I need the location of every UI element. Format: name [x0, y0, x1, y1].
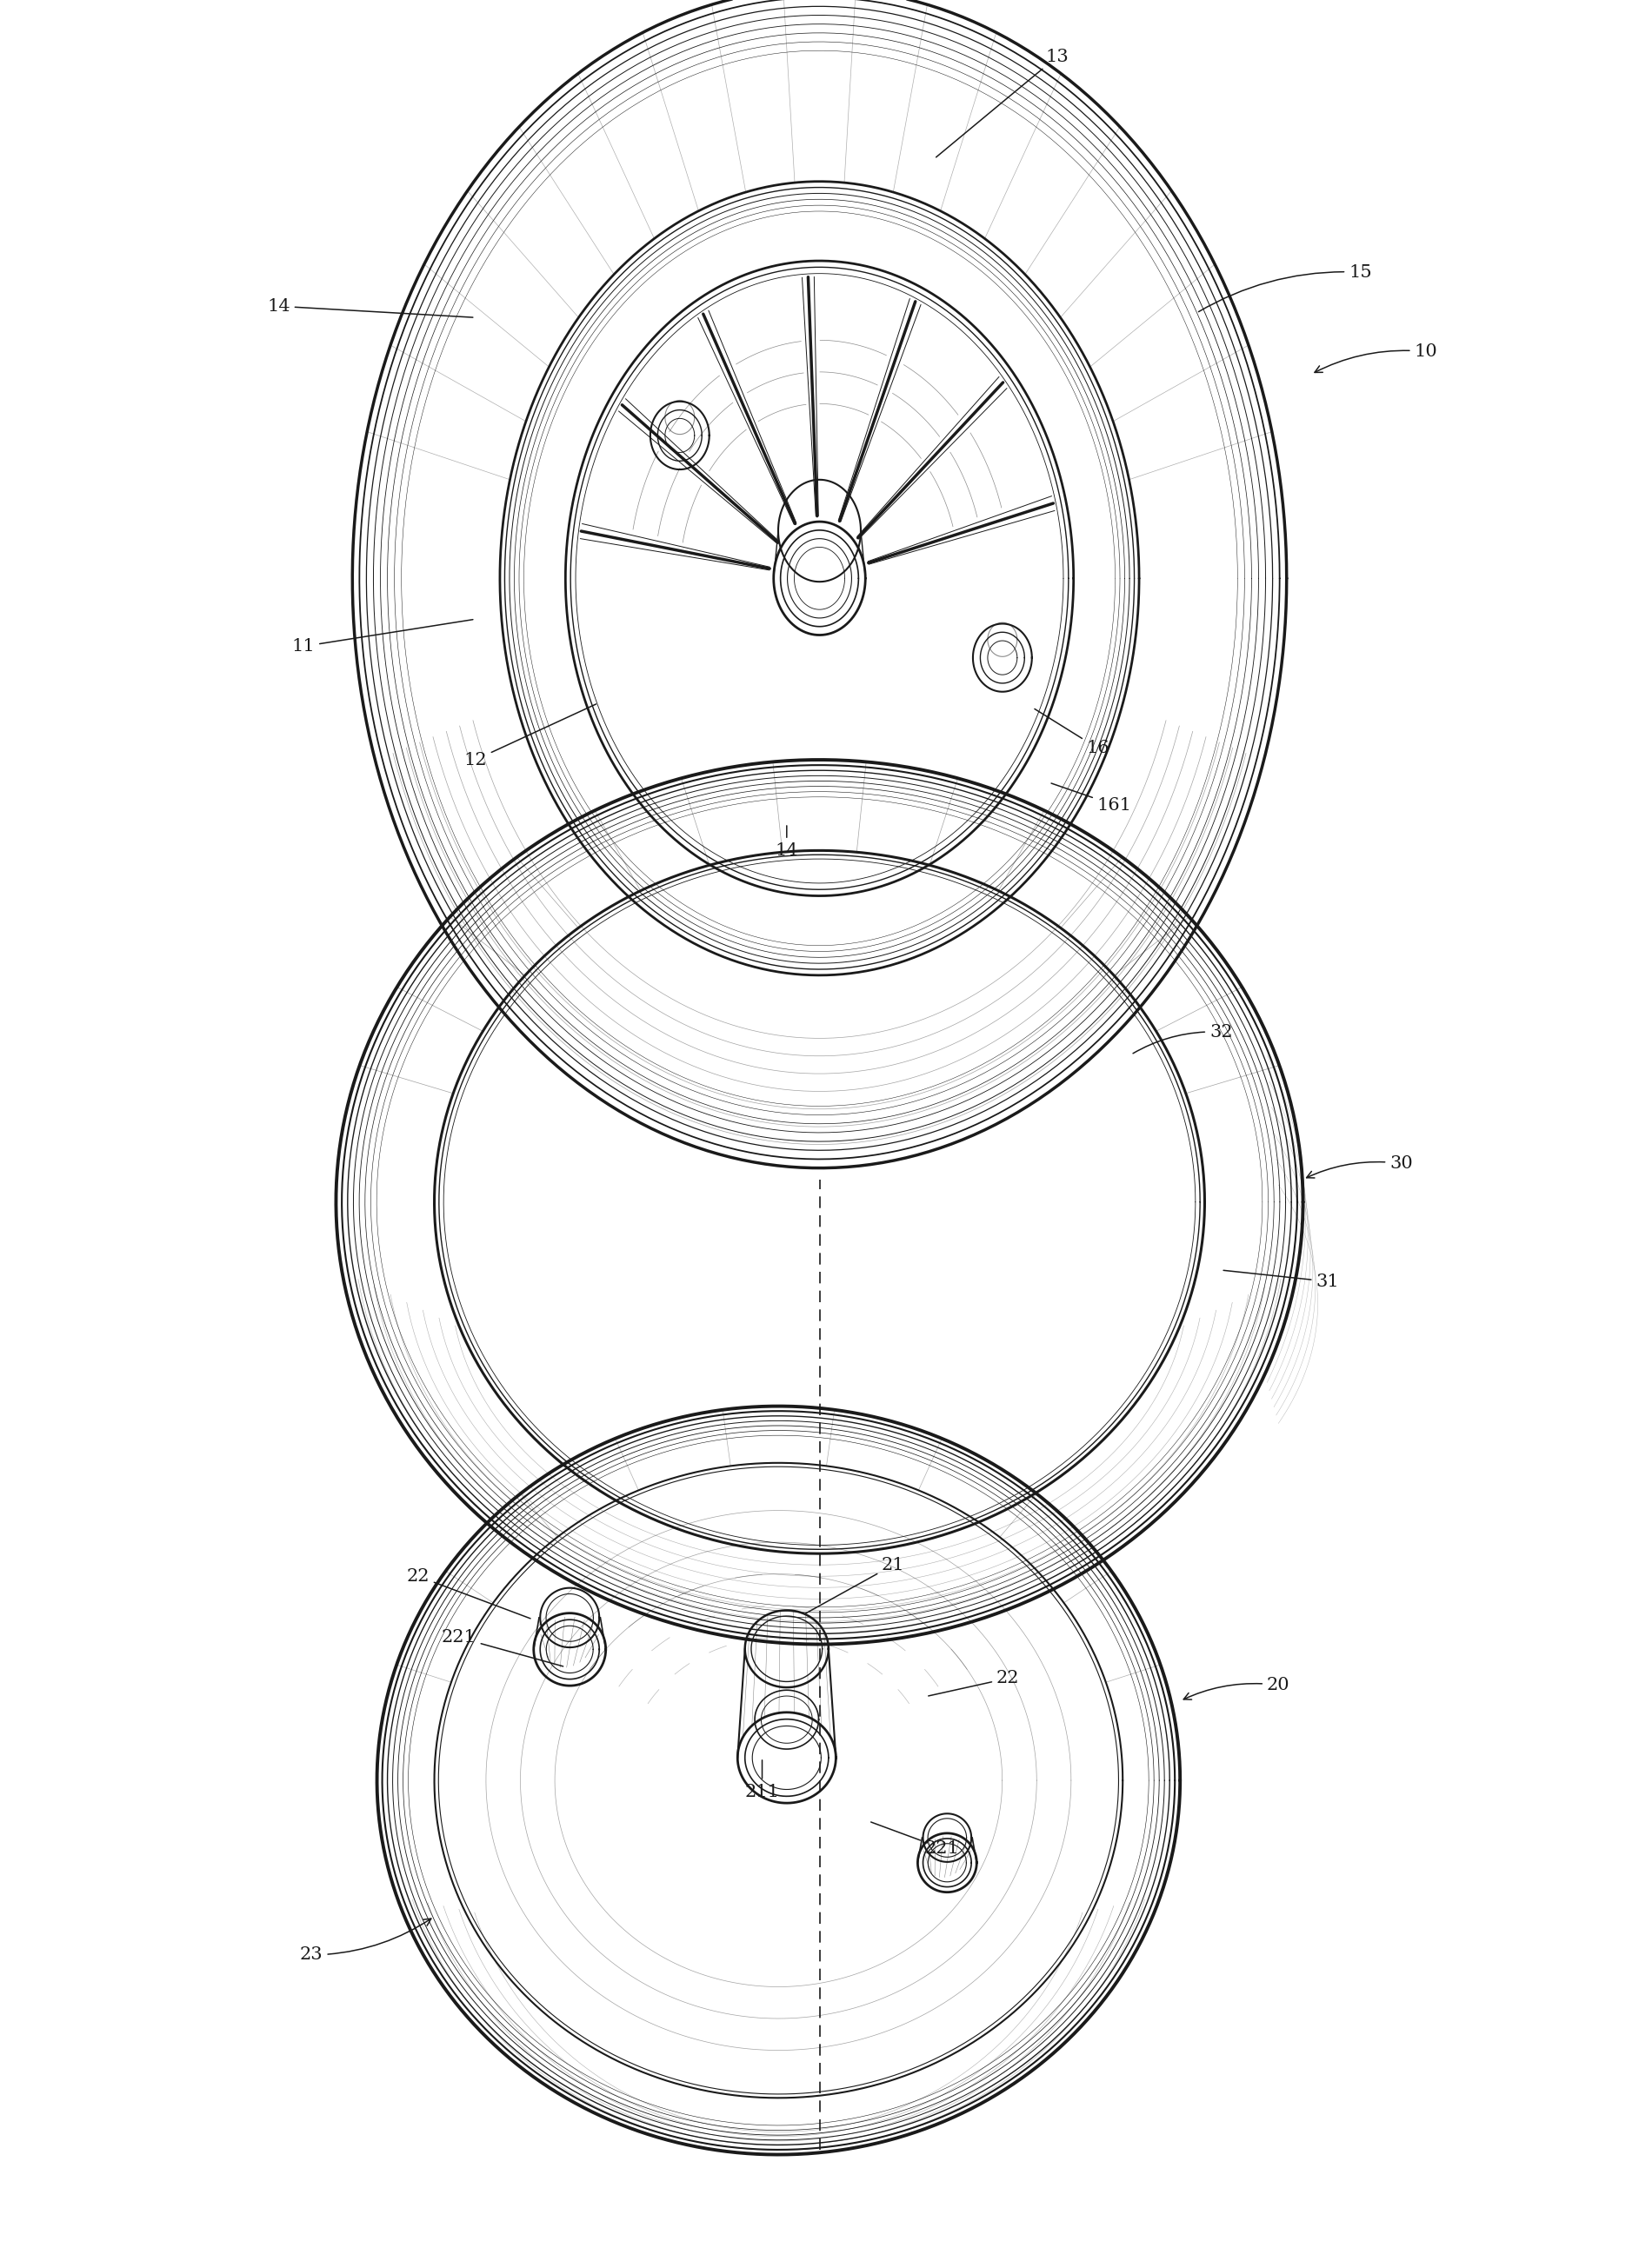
Text: 15: 15 — [1198, 263, 1372, 311]
Text: 16: 16 — [1034, 710, 1110, 758]
Text: 21: 21 — [805, 1556, 905, 1613]
Text: 32: 32 — [1133, 1023, 1233, 1052]
Text: 14: 14 — [775, 826, 798, 860]
Text: 30: 30 — [1306, 1154, 1413, 1177]
Text: 161: 161 — [1051, 782, 1133, 814]
Text: 22: 22 — [928, 1669, 1019, 1696]
Text: 20: 20 — [1183, 1676, 1290, 1699]
Text: 221: 221 — [870, 1821, 960, 1857]
Text: 211: 211 — [744, 1760, 780, 1801]
Text: 12: 12 — [464, 703, 597, 769]
Text: 221: 221 — [441, 1628, 564, 1667]
Text: 31: 31 — [1223, 1270, 1339, 1290]
Text: 10: 10 — [1314, 342, 1437, 372]
Text: 14: 14 — [267, 297, 474, 318]
Text: 11: 11 — [292, 619, 474, 655]
Text: 23: 23 — [300, 1919, 431, 1964]
Text: 13: 13 — [936, 48, 1069, 156]
Text: 22: 22 — [406, 1567, 531, 1619]
